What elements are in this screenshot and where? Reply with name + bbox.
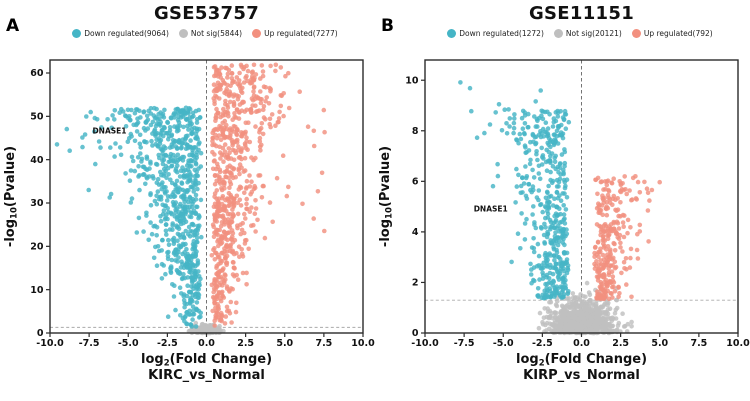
gene-annotation: DNASE1 bbox=[92, 127, 126, 136]
svg-text:-10.0: -10.0 bbox=[411, 338, 439, 349]
points-down-regulated bbox=[54, 105, 204, 329]
svg-text:4: 4 bbox=[412, 227, 419, 238]
svg-text:-5.0: -5.0 bbox=[118, 338, 139, 349]
threshold-lines bbox=[425, 60, 738, 333]
svg-text:7.5: 7.5 bbox=[690, 338, 707, 349]
svg-text:5.0: 5.0 bbox=[651, 338, 668, 349]
svg-text:8: 8 bbox=[412, 126, 419, 137]
svg-text:2: 2 bbox=[412, 278, 419, 289]
svg-text:0.0: 0.0 bbox=[198, 338, 215, 349]
x-axis-sublabel: KIRP_vs_Normal bbox=[523, 368, 640, 383]
y-axis-label: -log10(Pvalue) bbox=[378, 146, 395, 247]
legend-item-down: Down regulated(1272) bbox=[447, 29, 544, 38]
svg-text:6: 6 bbox=[412, 177, 419, 188]
y-axis: 0 2 4 6 8 10 bbox=[405, 75, 425, 339]
legend-label-notsig: Not sig(5844) bbox=[190, 29, 243, 38]
panel-b-title: GSE11151 bbox=[528, 3, 635, 24]
threshold-lines bbox=[50, 60, 363, 333]
points-up-regulated bbox=[209, 62, 327, 328]
svg-text:7.5: 7.5 bbox=[315, 338, 332, 349]
legend-label-down: Down regulated(1272) bbox=[459, 29, 544, 38]
volcano-plot-gse53757: -10.0 -7.5 -5.0 -2.5 0.0 2.5 5.0 7.5 10.0 0 10 20 30… bbox=[3, 59, 375, 383]
panel-b: B GSE11151 Down regulated(1272) Not sig(… bbox=[375, 0, 750, 401]
svg-text:0.0: 0.0 bbox=[573, 338, 590, 349]
plot-frame bbox=[424, 59, 739, 334]
svg-text:-7.5: -7.5 bbox=[79, 338, 100, 349]
not-sig-dot-icon bbox=[178, 29, 188, 38]
legend-item-notsig: Not sig(20121) bbox=[553, 29, 622, 38]
svg-text:30: 30 bbox=[30, 198, 44, 209]
panel-b-label: B bbox=[381, 16, 394, 36]
points-not-sig bbox=[536, 280, 634, 336]
svg-text:-5.0: -5.0 bbox=[493, 338, 514, 349]
svg-text:60: 60 bbox=[30, 68, 44, 79]
down-regulated-dot-icon bbox=[72, 29, 82, 38]
svg-text:-7.5: -7.5 bbox=[454, 338, 475, 349]
panel-a-title: GSE53757 bbox=[153, 3, 260, 24]
svg-text:0: 0 bbox=[412, 328, 419, 339]
legend-item-notsig: Not sig(5844) bbox=[178, 29, 243, 38]
points-down-regulated bbox=[458, 80, 572, 301]
svg-text:2.5: 2.5 bbox=[237, 338, 254, 349]
legend-label-notsig: Not sig(20121) bbox=[565, 29, 622, 38]
svg-text:0: 0 bbox=[37, 328, 44, 339]
svg-text:10.0: 10.0 bbox=[351, 338, 375, 349]
x-axis-sublabel: KIRC_vs_Normal bbox=[148, 368, 265, 383]
up-regulated-dot-icon bbox=[631, 29, 641, 38]
legend-item-down: Down regulated(9064) bbox=[72, 29, 169, 38]
panel-a: A GSE53757 Down regulated(9064) Not sig(… bbox=[3, 3, 375, 383]
svg-text:40: 40 bbox=[30, 155, 44, 166]
svg-text:10: 10 bbox=[30, 285, 44, 296]
not-sig-dot-icon bbox=[553, 29, 563, 38]
down-regulated-dot-icon bbox=[447, 29, 457, 38]
svg-text:-2.5: -2.5 bbox=[532, 338, 553, 349]
up-regulated-dot-icon bbox=[252, 29, 262, 38]
legend-label-up: Up regulated(792) bbox=[643, 29, 713, 38]
points-up-regulated bbox=[592, 174, 662, 302]
volcano-plot-gse11151: -10.0 -7.5 -5.0 -2.5 0.0 2.5 5.0 7.5 10.0 0 2 4 6 8 10… bbox=[378, 59, 750, 383]
panel-a-legend: Down regulated(9064) Not sig(5844) Up re… bbox=[38, 29, 372, 38]
svg-text:20: 20 bbox=[30, 242, 44, 253]
gene-annotation: DNASE1 bbox=[474, 205, 508, 214]
svg-text:50: 50 bbox=[30, 112, 44, 123]
svg-text:-2.5: -2.5 bbox=[157, 338, 178, 349]
panel-a-label: A bbox=[6, 16, 20, 36]
svg-text:10: 10 bbox=[405, 75, 419, 86]
svg-text:2.5: 2.5 bbox=[612, 338, 629, 349]
y-axis: 0 10 20 30 40 50 60 bbox=[30, 68, 50, 339]
x-axis-label: log2(Fold Change) bbox=[516, 352, 647, 369]
svg-text:-10.0: -10.0 bbox=[36, 338, 64, 349]
legend-label-down: Down regulated(9064) bbox=[84, 29, 169, 38]
x-axis: -10.0 -7.5 -5.0 -2.5 0.0 2.5 5.0 7.5 10.0 bbox=[411, 333, 750, 349]
legend-item-up: Up regulated(792) bbox=[631, 29, 713, 38]
x-axis: -10.0 -7.5 -5.0 -2.5 0.0 2.5 5.0 7.5 10.0 bbox=[36, 333, 375, 349]
legend-label-up: Up regulated(7277) bbox=[264, 29, 338, 38]
svg-text:10.0: 10.0 bbox=[726, 338, 750, 349]
x-axis-label: log2(Fold Change) bbox=[141, 352, 272, 369]
panel-b-legend: Down regulated(1272) Not sig(20121) Up r… bbox=[413, 29, 747, 38]
svg-text:5.0: 5.0 bbox=[276, 338, 293, 349]
legend-item-up: Up regulated(7277) bbox=[252, 29, 338, 38]
plot-frame bbox=[49, 59, 364, 334]
y-axis-label: -log10(Pvalue) bbox=[3, 146, 20, 247]
